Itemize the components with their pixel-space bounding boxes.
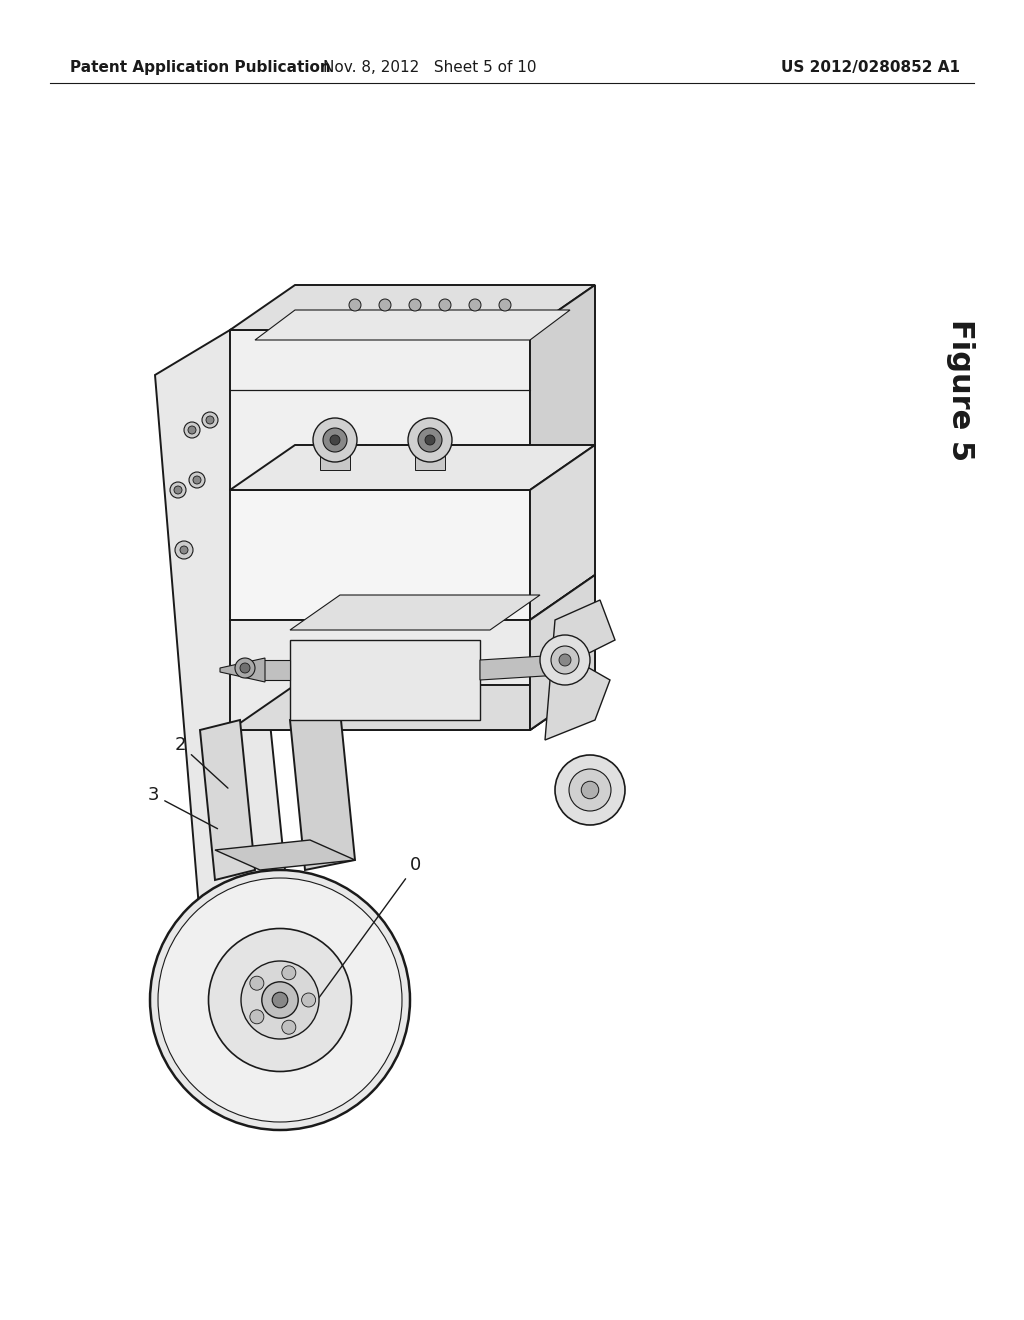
Text: Figure 5: Figure 5 [945, 319, 975, 461]
Circle shape [174, 486, 182, 494]
Polygon shape [530, 576, 595, 730]
Circle shape [150, 870, 410, 1130]
Polygon shape [319, 440, 350, 470]
Circle shape [234, 657, 255, 678]
Circle shape [202, 412, 218, 428]
Circle shape [555, 755, 625, 825]
Circle shape [302, 993, 315, 1007]
Polygon shape [530, 285, 595, 490]
Circle shape [262, 982, 298, 1018]
Polygon shape [260, 660, 290, 680]
Circle shape [408, 418, 452, 462]
Circle shape [250, 1010, 264, 1024]
Circle shape [569, 770, 611, 810]
Circle shape [241, 961, 319, 1039]
Circle shape [209, 928, 351, 1072]
Polygon shape [480, 655, 560, 680]
Circle shape [313, 418, 357, 462]
Circle shape [499, 300, 511, 312]
Circle shape [469, 300, 481, 312]
Circle shape [409, 300, 421, 312]
Circle shape [193, 477, 201, 484]
Polygon shape [230, 330, 530, 490]
Circle shape [379, 300, 391, 312]
Polygon shape [290, 640, 480, 719]
Circle shape [551, 645, 579, 675]
Circle shape [323, 428, 347, 451]
Polygon shape [230, 285, 595, 330]
Text: Nov. 8, 2012   Sheet 5 of 10: Nov. 8, 2012 Sheet 5 of 10 [324, 59, 537, 75]
Circle shape [250, 977, 264, 990]
Polygon shape [155, 330, 285, 920]
Polygon shape [230, 620, 530, 730]
Text: 3: 3 [148, 785, 217, 829]
Text: 0: 0 [311, 855, 421, 1007]
Circle shape [559, 653, 571, 667]
Circle shape [170, 482, 186, 498]
Circle shape [349, 300, 361, 312]
Circle shape [158, 878, 402, 1122]
Polygon shape [255, 310, 570, 341]
Polygon shape [415, 440, 445, 470]
Polygon shape [230, 445, 595, 490]
Circle shape [180, 546, 188, 554]
Polygon shape [230, 685, 595, 730]
Circle shape [272, 993, 288, 1007]
Text: Patent Application Publication: Patent Application Publication [70, 59, 331, 75]
Circle shape [425, 436, 435, 445]
Circle shape [188, 426, 196, 434]
Circle shape [189, 473, 205, 488]
Polygon shape [290, 710, 355, 870]
Circle shape [184, 422, 200, 438]
Circle shape [418, 428, 442, 451]
Polygon shape [220, 657, 265, 682]
Polygon shape [545, 601, 615, 741]
Circle shape [175, 541, 193, 558]
Circle shape [282, 966, 296, 979]
Circle shape [540, 635, 590, 685]
Polygon shape [200, 719, 255, 880]
Polygon shape [215, 840, 355, 870]
Circle shape [439, 300, 451, 312]
Circle shape [582, 781, 599, 799]
Text: US 2012/0280852 A1: US 2012/0280852 A1 [781, 59, 961, 75]
Polygon shape [530, 576, 595, 730]
Polygon shape [230, 490, 530, 620]
Polygon shape [290, 595, 540, 630]
Circle shape [206, 416, 214, 424]
Polygon shape [530, 445, 595, 620]
Circle shape [240, 663, 250, 673]
Text: 2: 2 [175, 737, 228, 788]
Circle shape [282, 1020, 296, 1034]
Circle shape [330, 436, 340, 445]
